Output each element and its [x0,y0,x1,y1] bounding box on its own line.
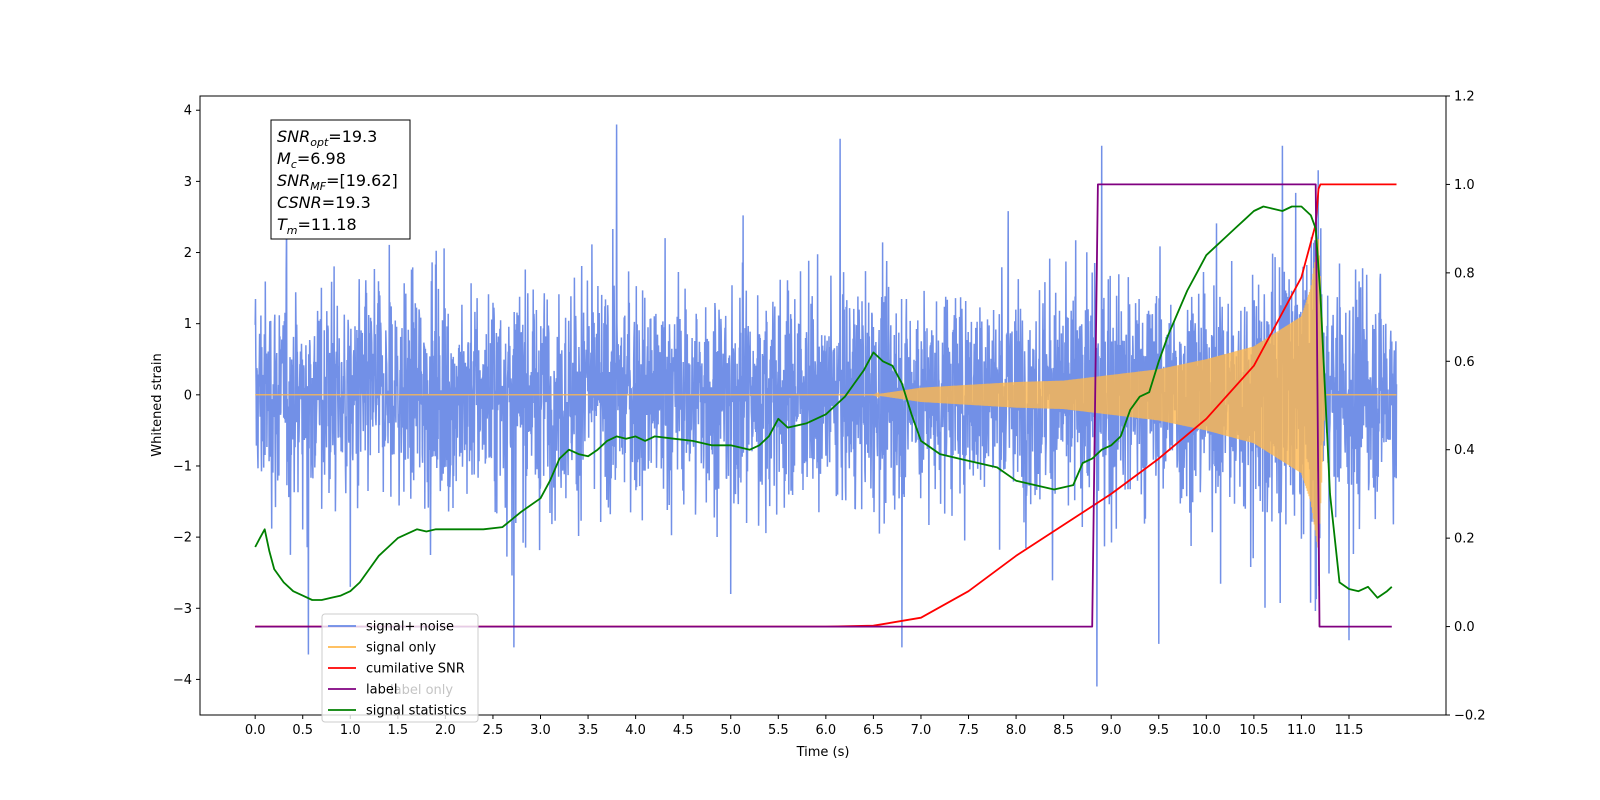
x-tick-label: 9.0 [1101,723,1122,738]
x-tick-label: 0.0 [245,723,266,738]
info-box-line: SNRopt=19.3 [277,127,377,149]
info-box: SNRopt=19.3Mc=6.98SNRMF=[19.62]CSNR=19.3… [270,119,411,240]
series-signal-only [255,239,1397,548]
legend-label: signal only [366,641,436,656]
y2-tick-label: −0.2 [1454,709,1486,724]
plot-area [254,124,1398,687]
y2-tick-label: 0.6 [1454,355,1475,370]
y-tick-label: 1 [184,317,192,332]
y2-tick-label: 1.2 [1454,90,1475,105]
info-symbol: SNR [277,171,310,190]
x-tick-label: 8.0 [1006,723,1027,738]
x-tick-label: 5.5 [768,723,789,738]
x-tick-label: 7.0 [911,723,932,738]
x-tick-label: 1.5 [387,723,408,738]
info-box-line: Tm=11.18 [277,215,357,237]
y-tick-label: 3 [184,175,192,190]
info-subscript: c [291,158,297,171]
y-tick-label: 2 [184,246,192,261]
x-axis-label: Time (s) [796,745,850,760]
y-tick-label: −4 [173,673,192,688]
info-symbol: SNR [277,127,310,146]
x-tick-label: 3.5 [578,723,599,738]
info-box-line: CSNR=19.3 [277,193,371,212]
x-tick-label: 4.0 [625,723,646,738]
legend-frame [321,613,479,723]
series-layer [254,124,1398,687]
x-tick-label: 0.5 [292,723,313,738]
x-tick-label: 6.0 [816,723,837,738]
y-axis-right: 1.2 1.0 0.8 0.6 0.4 0.2 0.0 −0.2 [1446,90,1486,724]
info-value: =6.98 [297,149,346,168]
legend-hidden-label: label only [390,683,453,698]
info-box-line: Mc=6.98 [277,149,346,171]
x-tick-label: 9.5 [1148,723,1169,738]
y2-tick-label: 0.8 [1454,266,1475,281]
y-tick-label: −3 [173,602,192,617]
y2-tick-label: 0.4 [1454,443,1475,458]
info-box-line: SNRMF=[19.62] [277,171,398,193]
info-subscript: opt [310,136,329,149]
info-value: =19.3 [322,193,371,212]
x-tick-label: 1.0 [340,723,361,738]
info-symbol: CSNR [277,193,322,212]
series-cumilative-snr [255,183,1397,628]
legend: label only signal+ noise signal only cumila… [321,613,479,723]
y-axis-label: Whitened strain [150,353,165,456]
info-value: =[19.62] [326,171,398,190]
y2-tick-label: 1.0 [1454,178,1475,193]
y-tick-label: −1 [173,459,192,474]
series-label [255,183,1392,628]
y-tick-label: 0 [184,388,192,403]
x-tick-label: 6.5 [863,723,884,738]
legend-label: cumilative SNR [366,662,465,677]
x-tick-label: 3.0 [530,723,551,738]
x-tick-label: 2.5 [483,723,504,738]
axes-frame [199,95,1447,716]
y-axis-left: 4 3 2 1 0 −1 −2 −3 −4 [173,104,200,688]
legend-label: signal+ noise [366,620,454,635]
x-tick-label: 10.0 [1192,723,1221,738]
series-signal-statistics [254,205,1393,601]
y-tick-label: −2 [173,531,192,546]
x-tick-label: 8.5 [1053,723,1074,738]
x-tick-label: 11.0 [1287,723,1316,738]
y-tick-label: 4 [184,104,192,119]
x-tick-label: 2.0 [435,723,456,738]
info-value: =11.18 [298,215,357,234]
info-subscript: MF [310,180,326,193]
y2-tick-label: 0.0 [1454,620,1475,635]
info-symbol: M [277,149,291,168]
info-symbol: T [277,215,288,234]
info-box-frame [270,119,411,240]
y2-tick-label: 0.2 [1454,532,1475,547]
legend-label: label [366,683,397,698]
info-value: =19.3 [328,127,377,146]
x-tick-label: 11.5 [1335,723,1364,738]
x-tick-label: 7.5 [958,723,979,738]
x-axis: 0.0 0.5 1.0 1.5 2.0 2.5 3.0 3.5 4.0 4.5 5.0 5.5 6.0 6… [245,715,1364,738]
x-tick-label: 10.5 [1239,723,1268,738]
x-tick-label: 4.5 [673,723,694,738]
legend-label: signal statistics [366,704,467,719]
x-tick-label: 5.0 [720,723,741,738]
info-subscript: m [287,224,298,237]
